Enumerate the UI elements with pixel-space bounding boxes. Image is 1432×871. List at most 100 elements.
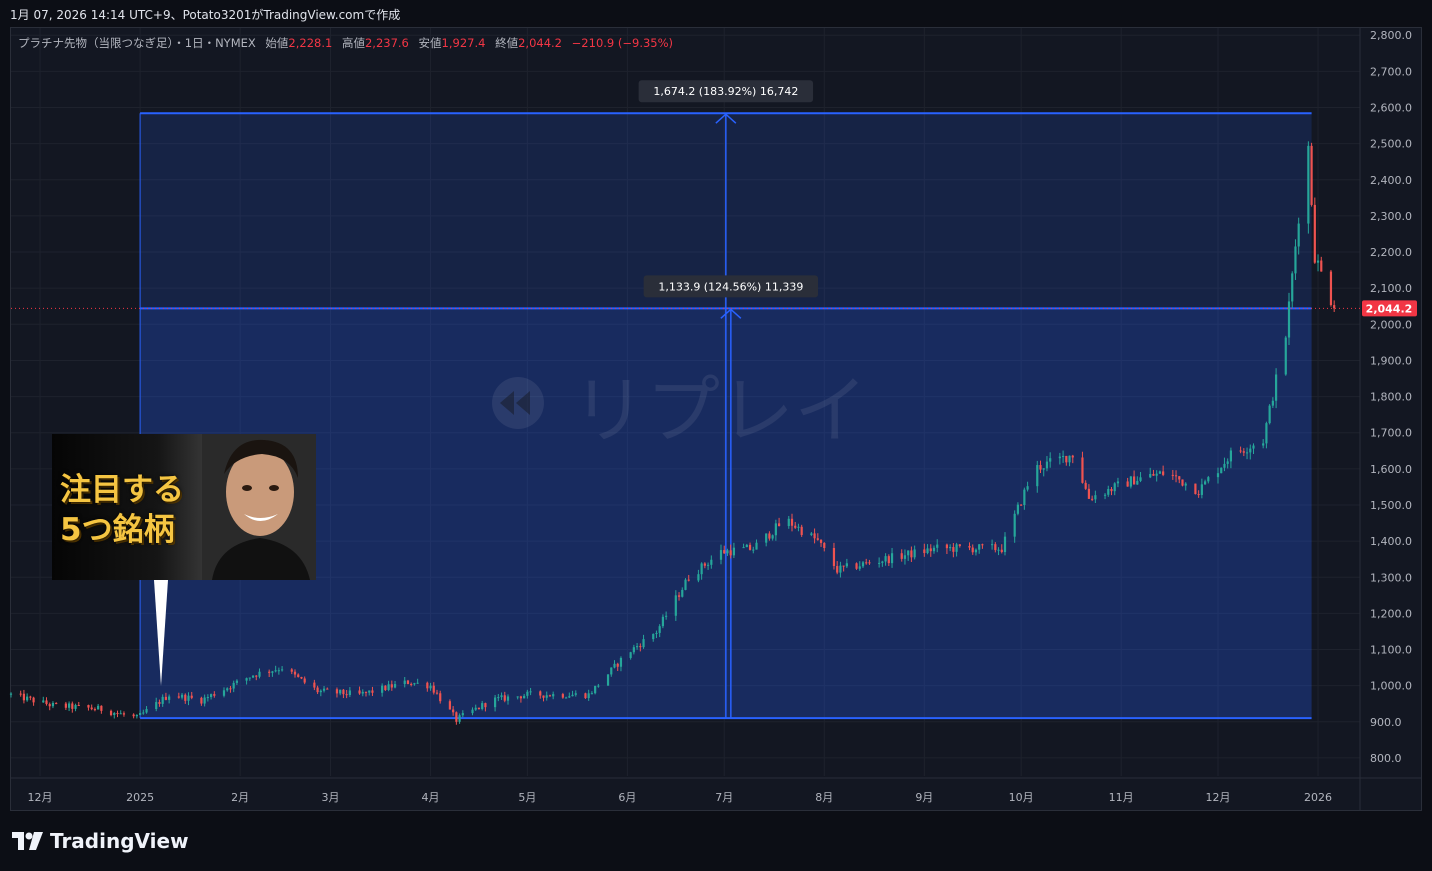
- candle-body: [203, 697, 206, 704]
- candle-body: [1171, 474, 1174, 476]
- candle-body: [51, 702, 55, 707]
- x-tick-label: 8月: [815, 791, 833, 804]
- candle-body: [358, 690, 361, 694]
- candle-body: [1155, 473, 1158, 476]
- candle-body: [900, 553, 903, 559]
- candle-body: [597, 685, 600, 687]
- candle-body: [381, 685, 384, 693]
- x-tick-label: 7月: [715, 791, 733, 804]
- candle-body: [67, 703, 71, 708]
- candle-body: [387, 684, 390, 691]
- candle-body: [519, 696, 523, 699]
- candle-body: [526, 691, 529, 696]
- candle-body: [997, 549, 1000, 551]
- candle-body: [771, 535, 774, 539]
- candle-body: [729, 550, 732, 556]
- candle-body: [222, 690, 226, 696]
- candle-body: [226, 688, 229, 691]
- candle-body: [1113, 483, 1116, 492]
- candle-body: [674, 595, 677, 616]
- candle-body: [384, 685, 387, 691]
- candle-body: [1139, 477, 1142, 481]
- candle-body: [1239, 450, 1242, 452]
- video-thumbnail[interactable]: 注目する 5つ銘柄: [52, 434, 316, 580]
- y-tick-label: 2,500.0: [1370, 138, 1412, 151]
- x-tick-label: 3月: [322, 791, 340, 804]
- candle-body: [816, 538, 819, 540]
- chart-frame[interactable]: [10, 27, 1422, 811]
- candle-body: [322, 688, 326, 691]
- candle-body: [539, 691, 542, 696]
- candle-body: [1294, 246, 1297, 274]
- candle-body: [936, 544, 939, 548]
- high-label: 高値: [341, 36, 365, 50]
- candle-body: [435, 692, 439, 694]
- candle-body: [393, 684, 397, 688]
- candle-body: [700, 563, 703, 575]
- candle-body: [45, 700, 48, 705]
- candle-body: [293, 671, 297, 675]
- candle-body: [1262, 443, 1265, 446]
- candle-body: [742, 547, 745, 549]
- candle-body: [245, 678, 248, 681]
- candle-body: [548, 695, 552, 697]
- y-tick-label: 1,900.0: [1370, 354, 1412, 367]
- candle-body: [587, 693, 590, 699]
- axes: 2,800.0 2,700.0 2,600.0 2,500.0 2,400.0 2,300…: [11, 28, 1421, 810]
- candle-body: [748, 544, 752, 550]
- candle-body: [364, 691, 368, 693]
- candle-body: [710, 559, 713, 565]
- candle-body: [732, 547, 736, 556]
- candle-body: [426, 682, 429, 689]
- y-tick-label: 1,200.0: [1370, 607, 1412, 620]
- candle-body: [703, 563, 706, 566]
- candle-body: [955, 544, 958, 552]
- candle-body: [132, 714, 135, 717]
- brand-name: TradingView: [50, 829, 189, 853]
- y-tick-label: 1,400.0: [1370, 535, 1412, 548]
- measure-label-mid-bg: [643, 275, 819, 298]
- candle-body: [268, 671, 271, 673]
- candle-body: [319, 690, 322, 693]
- candle-body: [432, 685, 435, 693]
- candle-body: [723, 550, 726, 554]
- candle-body: [945, 544, 949, 549]
- candle-body: [1013, 513, 1016, 537]
- candle-body: [1081, 457, 1084, 483]
- candle-body: [161, 696, 164, 704]
- candle-body: [1245, 452, 1249, 454]
- candle-body: [1207, 477, 1210, 482]
- candle-body: [90, 707, 93, 710]
- candle-body: [297, 674, 300, 677]
- candle-body: [290, 669, 293, 672]
- candle-body: [1216, 473, 1220, 478]
- candle-body: [1132, 476, 1136, 485]
- candle-body: [335, 689, 339, 694]
- candle-body: [339, 689, 342, 694]
- candle-body: [839, 565, 842, 573]
- candle-body: [213, 694, 216, 696]
- candle-body: [878, 562, 881, 564]
- candle-body: [568, 696, 571, 698]
- candle-body: [1229, 450, 1233, 462]
- candle-body: [845, 563, 848, 567]
- candle-body: [413, 683, 416, 685]
- close-label: 終値: [495, 36, 519, 50]
- candle-body: [145, 709, 148, 713]
- candle-body: [64, 703, 67, 708]
- candle-body: [755, 542, 758, 550]
- candle-body: [32, 697, 35, 703]
- candle-body: [180, 694, 184, 698]
- candle-body: [1049, 458, 1052, 462]
- replay-watermark: リプレイ: [492, 368, 868, 454]
- candle-body: [1203, 481, 1207, 485]
- candle-body: [629, 652, 632, 658]
- x-tick-label: 10月: [1009, 791, 1034, 804]
- candle-body: [855, 563, 858, 569]
- candle-body: [1061, 455, 1065, 457]
- open-label: 始値: [265, 36, 289, 50]
- candle-body: [229, 688, 232, 690]
- candle-body: [590, 693, 594, 695]
- candle-body: [610, 667, 613, 675]
